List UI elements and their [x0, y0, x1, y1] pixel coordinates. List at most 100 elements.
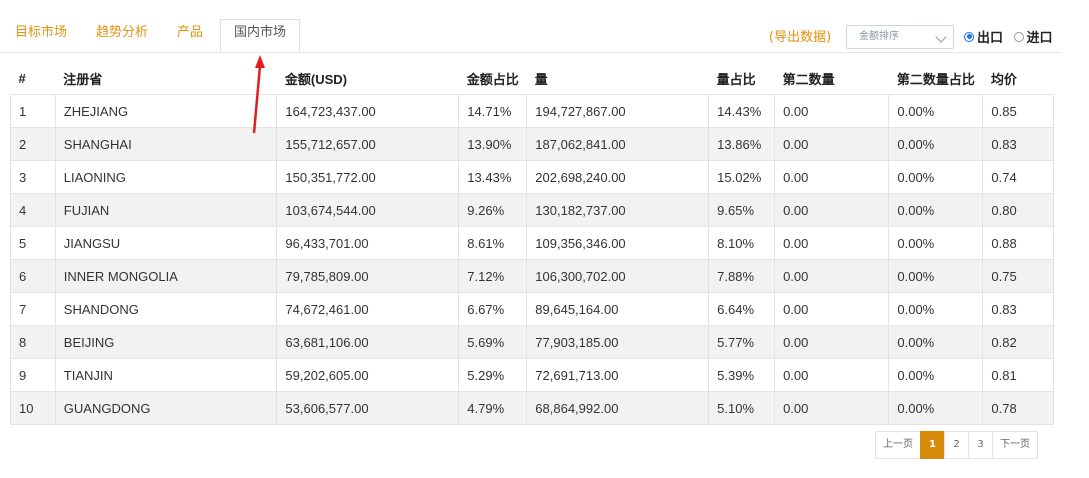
page-3-button[interactable]: 3 [968, 431, 993, 459]
page-2-button[interactable]: 2 [944, 431, 969, 459]
tab-domestic-market[interactable]: 国内市场 [220, 19, 301, 52]
cell-amount-share: 5.69% [458, 325, 528, 359]
trade-direction-radios: 出口 进口 [964, 27, 1059, 46]
next-page-button[interactable]: 下一页 [992, 431, 1038, 459]
cell-second-quantity: 0.00 [774, 226, 890, 260]
cell-index: 8 [10, 325, 56, 359]
cell-second-quantity: 0.00 [774, 358, 890, 392]
cell-index: 6 [10, 259, 56, 293]
cell-amount: 164,723,437.00 [276, 94, 460, 128]
cell-avg-price: 0.83 [982, 127, 1054, 161]
cell-quantity: 68,864,992.00 [526, 391, 710, 425]
radio-import-label: 进口 [1026, 31, 1053, 46]
cell-amount-share: 5.29% [458, 358, 528, 392]
cell-second-quantity-share: 0.00% [888, 358, 984, 392]
cell-second-quantity: 0.00 [774, 193, 890, 227]
cell-second-quantity: 0.00 [774, 259, 890, 293]
tab-product[interactable]: 产品 [177, 25, 204, 40]
cell-amount-share: 4.79% [458, 391, 528, 425]
cell-province: SHANDONG [54, 292, 278, 326]
cell-quantity: 194,727,867.00 [526, 94, 710, 128]
cell-quantity: 77,903,185.00 [526, 325, 710, 359]
table-row[interactable]: 2 SHANGHAI 155,712,657.00 13.90% 187,062,841… [10, 127, 1054, 161]
cell-amount-share: 6.67% [458, 292, 528, 326]
cell-province: ZHEJIANG [54, 94, 278, 128]
cell-province: LIAONING [54, 160, 278, 194]
radio-import[interactable]: 进口 [1013, 27, 1053, 46]
table-row[interactable]: 8 BEIJING 63,681,106.00 5.69% 77,903,185.00 5… [10, 325, 1054, 359]
cell-second-quantity-share: 0.00% [888, 193, 984, 227]
radio-export[interactable]: 出口 [964, 27, 1003, 46]
cell-amount: 96,433,701.00 [276, 226, 460, 260]
table-row[interactable]: 1 ZHEJIANG 164,723,437.00 14.71% 194,727,867… [10, 94, 1054, 128]
cell-amount: 74,672,461.00 [276, 292, 460, 326]
cell-second-quantity: 0.00 [774, 160, 890, 194]
cell-second-quantity-share: 0.00% [888, 127, 984, 161]
cell-second-quantity: 0.00 [774, 127, 890, 161]
cell-amount-share: 13.90% [458, 127, 528, 161]
tab-trend-analysis[interactable]: 趋势分析 [96, 25, 149, 40]
cell-quantity-share: 14.43% [708, 94, 776, 128]
cell-second-quantity-share: 0.00% [888, 391, 984, 425]
cell-province: FUJIAN [54, 193, 278, 227]
cell-second-quantity-share: 0.00% [888, 226, 984, 260]
cell-amount-share: 8.61% [458, 226, 528, 260]
cell-province: GUANGDONG [54, 391, 278, 425]
tab-target-market[interactable]: 目标市场 [15, 25, 68, 40]
cell-second-quantity-share: 0.00% [888, 259, 984, 293]
cell-amount-share: 7.12% [458, 259, 528, 293]
tab-bar: 目标市场 趋势分析 产品 国内市场 (导出数据) 金额排序 出口 进口 [0, 0, 1062, 53]
table-row[interactable]: 6 INNER MONGOLIA 79,785,809.00 7.12% 106,300… [10, 259, 1054, 293]
cell-avg-price: 0.75 [982, 259, 1054, 293]
table-row[interactable]: 9 TIANJIN 59,202,605.00 5.29% 72,691,713.00 5… [10, 358, 1054, 392]
cell-quantity: 109,356,346.00 [526, 226, 710, 260]
province-table: # 注册省 金额(USD) 金额占比 量 量占比 第二数量 第二数量占比 均价 … [10, 62, 1054, 425]
cell-amount: 155,712,657.00 [276, 127, 460, 161]
page-1-button[interactable]: 1 [920, 431, 945, 459]
cell-avg-price: 0.83 [982, 292, 1054, 326]
cell-quantity-share: 5.77% [708, 325, 776, 359]
cell-quantity-share: 5.10% [708, 391, 776, 425]
cell-quantity: 202,698,240.00 [526, 160, 710, 194]
cell-avg-price: 0.80 [982, 193, 1054, 227]
cell-province: INNER MONGOLIA [54, 259, 278, 293]
cell-quantity-share: 9.65% [708, 193, 776, 227]
pagination: 上一页 1 2 3 下一页 [875, 431, 1038, 459]
cell-quantity-share: 5.39% [708, 358, 776, 392]
col-header-quantity-share[interactable]: 量占比 [708, 62, 775, 95]
cell-second-quantity-share: 0.00% [888, 325, 984, 359]
col-header-index[interactable]: # [10, 62, 56, 95]
cell-second-quantity: 0.00 [774, 292, 890, 326]
radio-unselected-icon [1013, 31, 1024, 42]
col-header-province[interactable]: 注册省 [55, 62, 277, 95]
cell-province: BEIJING [54, 325, 278, 359]
cell-avg-price: 0.81 [982, 358, 1054, 392]
export-data-link[interactable]: (导出数据) [769, 30, 832, 45]
cell-second-quantity: 0.00 [774, 94, 890, 128]
col-header-amount-share[interactable]: 金额占比 [458, 62, 527, 95]
sort-select[interactable]: 金额排序 [846, 25, 954, 49]
cell-second-quantity-share: 0.00% [888, 160, 984, 194]
col-header-second-quantity[interactable]: 第二数量 [774, 62, 889, 95]
table-row[interactable]: 10 GUANGDONG 53,606,577.00 4.79% 68,864,992.… [10, 391, 1054, 425]
cell-index: 7 [10, 292, 56, 326]
cell-quantity-share: 13.86% [708, 127, 776, 161]
cell-amount-share: 14.71% [458, 94, 528, 128]
cell-amount: 53,606,577.00 [276, 391, 460, 425]
col-header-avg-price[interactable]: 均价 [982, 62, 1054, 95]
chevron-down-icon [935, 31, 947, 43]
table-row[interactable]: 3 LIAONING 150,351,772.00 13.43% 202,698,240… [10, 160, 1054, 194]
prev-page-button[interactable]: 上一页 [875, 431, 921, 459]
radio-selected-icon [964, 31, 974, 42]
col-header-quantity[interactable]: 量 [526, 62, 709, 95]
col-header-amount[interactable]: 金额(USD) [276, 62, 459, 95]
cell-index: 9 [10, 358, 56, 392]
cell-quantity-share: 7.88% [708, 259, 776, 293]
table-row[interactable]: 7 SHANDONG 74,672,461.00 6.67% 89,645,164.00… [10, 292, 1054, 326]
cell-amount: 150,351,772.00 [276, 160, 460, 194]
table-row[interactable]: 5 JIANGSU 96,433,701.00 8.61% 109,356,346.00… [10, 226, 1054, 260]
col-header-second-quantity-share[interactable]: 第二数量占比 [888, 62, 983, 95]
cell-second-quantity-share: 0.00% [888, 94, 984, 128]
table-row[interactable]: 4 FUJIAN 103,674,544.00 9.26% 130,182,737.00… [10, 193, 1054, 227]
cell-second-quantity: 0.00 [774, 325, 890, 359]
